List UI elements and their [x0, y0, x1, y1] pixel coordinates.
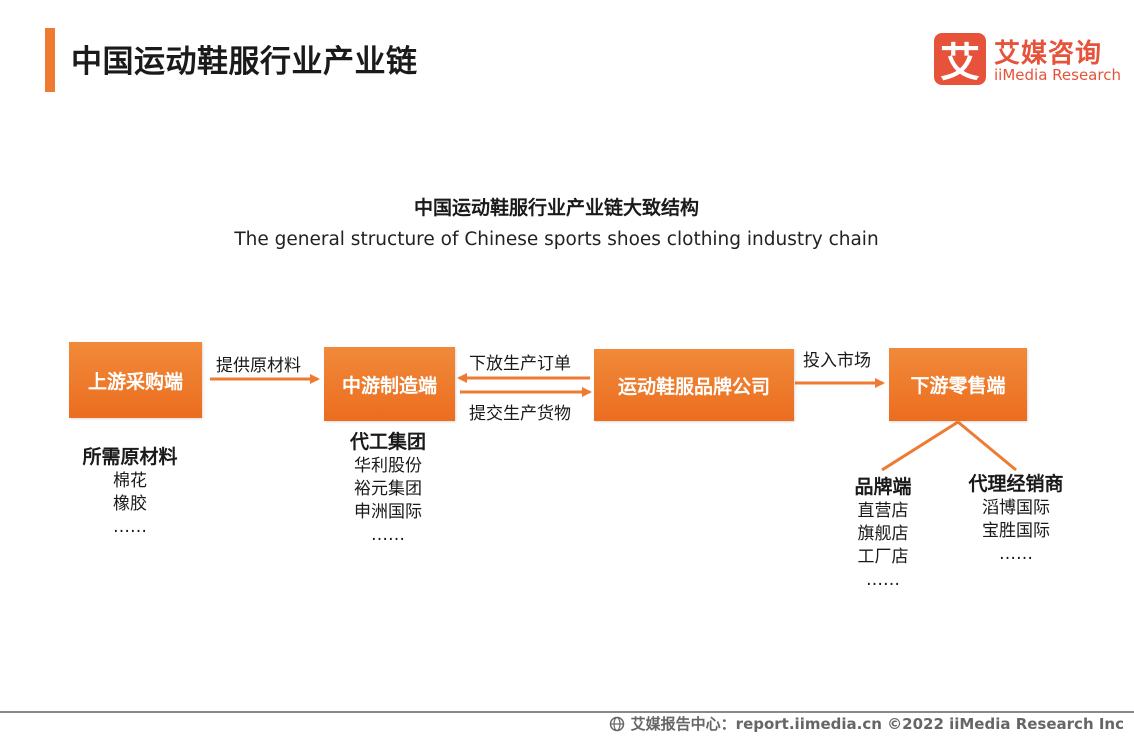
logo-mark: 艾: [934, 33, 986, 86]
node-upstream: 上游采购端: [69, 342, 202, 418]
agent-dealer-list: 代理经销商 滔博国际 宝胜国际 ……: [946, 472, 1086, 566]
footer: 艾媒报告中心：report.iimedia.cn ©2022 iiMedia R…: [609, 713, 1124, 734]
list-item: ……: [999, 544, 1033, 564]
footer-divider: [0, 711, 1134, 713]
list-item: 直营店: [857, 501, 909, 521]
branch-line-brand-channel: [881, 420, 959, 472]
list-item: 旗舰店: [857, 524, 909, 544]
list-item: ……: [371, 525, 405, 545]
list-item: 宝胜国际: [982, 521, 1050, 541]
list-item: 工厂店: [857, 547, 909, 567]
footer-text: 艾媒报告中心：report.iimedia.cn ©2022 iiMedia R…: [630, 715, 1124, 733]
edge-label-issue-orders: 下放生产订单: [469, 354, 571, 374]
diagram-title: 中国运动鞋服行业产业链大致结构: [413, 197, 699, 219]
list-heading: 品牌端: [854, 476, 912, 498]
list-item: 裕元集团: [354, 479, 422, 499]
node-midstream: 中游制造端: [324, 347, 455, 421]
edge-label-supply-materials: 提供原材料: [216, 356, 301, 376]
list-item: 橡胶: [113, 494, 147, 514]
list-heading: 所需原材料: [82, 446, 178, 468]
node-brand-company: 运动鞋服品牌公司: [594, 349, 794, 421]
edge-label-submit-goods: 提交生产货物: [469, 404, 571, 424]
midstream-oem-list: 代工集团 华利股份 裕元集团 申洲国际 ……: [318, 430, 458, 547]
list-item: 棉花: [113, 471, 147, 491]
list-heading: 代工集团: [349, 431, 426, 453]
logo-name-en: iiMedia Research: [994, 66, 1121, 84]
upstream-materials-list: 所需原材料 棉花 橡胶 ……: [60, 445, 200, 539]
brand-channel-list: 品牌端 直营店 旗舰店 工厂店 ……: [818, 475, 948, 592]
branch-line-agent-channel: [957, 420, 1017, 472]
page-title: 中国运动鞋服行业产业链: [71, 44, 418, 80]
list-item: ……: [113, 517, 147, 537]
diagram-subtitle: The general structure of Chinese sports …: [234, 229, 879, 250]
logo-name-cn: 艾媒咨询: [994, 39, 1103, 69]
list-heading: 代理经销商: [968, 473, 1064, 495]
globe-icon: [609, 716, 624, 731]
iimedia-logo: 艾 艾媒咨询 iiMedia Research: [934, 33, 1121, 87]
edge-label-enter-market: 投入市场: [803, 351, 871, 371]
list-item: 申洲国际: [354, 502, 422, 522]
list-item: 华利股份: [354, 456, 422, 476]
node-downstream: 下游零售端: [889, 348, 1027, 421]
title-accent-bar: [45, 28, 55, 92]
list-item: 滔博国际: [982, 498, 1050, 518]
list-item: ……: [866, 570, 900, 590]
